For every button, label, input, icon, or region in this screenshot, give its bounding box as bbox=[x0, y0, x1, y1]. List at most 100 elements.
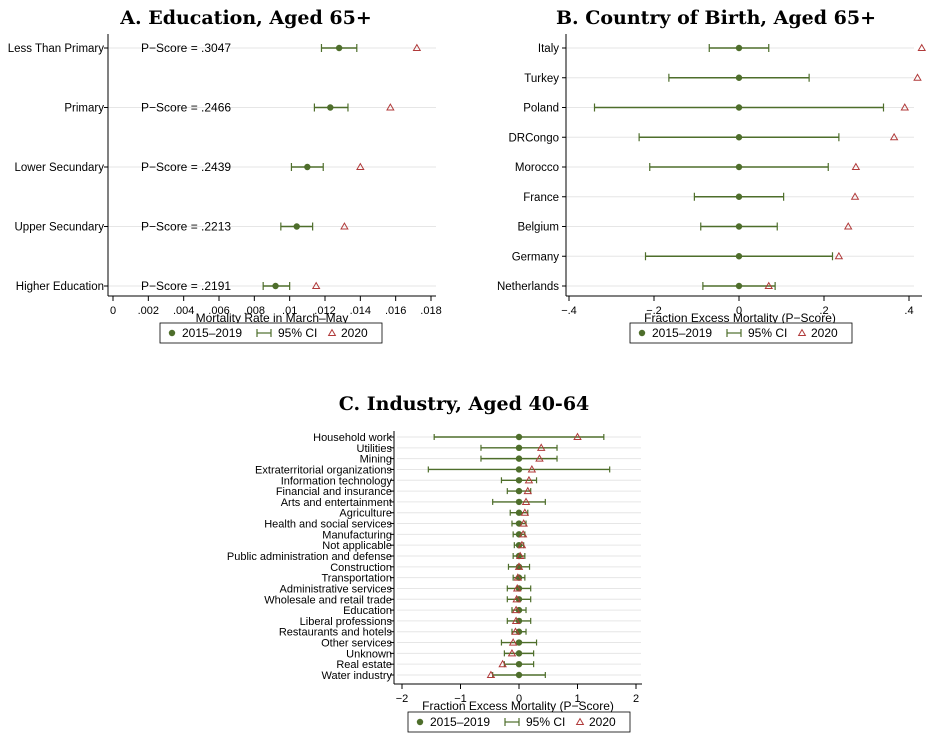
y-tick-label: Other services bbox=[321, 638, 392, 650]
y-tick-label: Lower Secundary bbox=[15, 162, 105, 174]
panel-b-x-label: Fraction Excess Mortality (P−Score) bbox=[644, 311, 836, 325]
y-tick-label: Real estate bbox=[336, 659, 392, 671]
y-tick-label: Construction bbox=[330, 562, 392, 574]
y-tick-label: Primary bbox=[64, 103, 104, 115]
estimate-point bbox=[735, 104, 743, 111]
estimate-point bbox=[515, 455, 523, 462]
year2020-point bbox=[536, 443, 546, 451]
legend-estimate-symbol bbox=[168, 329, 176, 337]
y-tick-label: Italy bbox=[538, 43, 559, 55]
year2020-point bbox=[515, 551, 525, 560]
year2020-point bbox=[764, 281, 774, 290]
estimate-point bbox=[515, 498, 523, 506]
x-tick-label: −.4 bbox=[561, 305, 577, 317]
panel-industry: C. Industry, Aged 40-64 −2 −1 0 1 2 Household… bbox=[227, 393, 642, 733]
estimate-point bbox=[515, 487, 523, 495]
y-tick-label: Public administration and defense bbox=[227, 551, 392, 563]
year2020-point bbox=[511, 616, 521, 624]
estimate-point bbox=[327, 104, 334, 111]
estimate-point bbox=[735, 282, 743, 290]
p-score-annotation: P−Score = .3047 bbox=[141, 41, 231, 55]
legend-2020-label: 2020 bbox=[589, 715, 616, 729]
year2020-point bbox=[889, 132, 899, 141]
x-tick-label: −1 bbox=[454, 693, 467, 705]
estimate-point bbox=[515, 466, 523, 473]
y-tick-label: Less Than Primary bbox=[8, 43, 105, 55]
y-tick-label: Morocco bbox=[515, 162, 559, 174]
estimate-point bbox=[735, 163, 743, 171]
year2020-point bbox=[573, 432, 582, 441]
estimate-point bbox=[515, 639, 523, 646]
y-tick-label: Arts and entertainment bbox=[281, 497, 392, 509]
estimate-point bbox=[515, 628, 523, 635]
estimate-point bbox=[515, 660, 523, 668]
p-score-annotation: P−Score = .2213 bbox=[141, 220, 231, 234]
x-tick-label: 0 bbox=[110, 305, 116, 317]
x-tick-label: 0 bbox=[516, 693, 522, 705]
legend-estimate-label: 2015–2019 bbox=[182, 326, 242, 340]
year2020-point bbox=[386, 103, 395, 111]
panel-c-title: C. Industry, Aged 40-64 bbox=[339, 393, 590, 415]
x-tick-label: .018 bbox=[420, 305, 441, 317]
estimate-point bbox=[735, 134, 743, 141]
year2020-point bbox=[498, 659, 507, 668]
panel-a-legend: 2015–2019 95% CI 2020 bbox=[159, 322, 383, 344]
y-tick-label: Household work bbox=[313, 432, 392, 444]
estimate-point bbox=[515, 509, 523, 516]
panel-c-legend: 2015–2019 95% CI 2020 bbox=[407, 711, 631, 733]
x-tick-label: .014 bbox=[350, 305, 371, 317]
panel-a-title: A. Education, Aged 65+ bbox=[119, 7, 372, 29]
year2020-point bbox=[508, 638, 518, 646]
year2020-point bbox=[311, 281, 321, 290]
x-tick-label: .2 bbox=[819, 305, 828, 317]
x-tick-label: 0 bbox=[736, 305, 742, 317]
year2020-point bbox=[511, 605, 521, 614]
y-tick-label: France bbox=[523, 192, 559, 204]
legend-estimate-symbol bbox=[416, 718, 424, 726]
year2020-point bbox=[514, 562, 524, 570]
y-tick-label: Belgium bbox=[517, 222, 559, 234]
y-tick-label: Wholesale and retail trade bbox=[264, 594, 392, 606]
x-tick-label: .016 bbox=[385, 305, 406, 317]
year2020-point bbox=[340, 222, 349, 230]
y-tick-label: Not applicable bbox=[322, 540, 392, 552]
legend-estimate-symbol bbox=[638, 329, 646, 337]
estimate-point bbox=[515, 477, 523, 484]
legend-2020-label: 2020 bbox=[811, 326, 838, 340]
x-tick-label: .4 bbox=[904, 305, 913, 317]
year2020-point bbox=[523, 486, 533, 495]
year2020-point bbox=[524, 475, 534, 484]
panel-b-title: B. Country of Birth, Aged 65+ bbox=[556, 7, 876, 29]
legend-ci-label: 95% CI bbox=[526, 715, 565, 729]
legend-2020-symbol bbox=[797, 328, 807, 337]
y-tick-label: Administrative services bbox=[280, 583, 393, 595]
year2020-point bbox=[512, 584, 522, 592]
p-score-annotation: P−Score = .2439 bbox=[141, 160, 231, 174]
y-tick-label: Financial and insurance bbox=[276, 486, 392, 498]
estimate-point bbox=[515, 444, 523, 452]
year2020-point bbox=[517, 540, 527, 549]
year2020-point bbox=[850, 192, 860, 200]
year2020-point bbox=[513, 573, 523, 581]
estimate-point bbox=[515, 650, 523, 657]
legend-2020-symbol bbox=[327, 328, 337, 337]
x-tick-label: .002 bbox=[138, 305, 159, 317]
y-tick-label: Utilities bbox=[357, 443, 393, 455]
y-tick-label: Extraterritorial organizations bbox=[255, 464, 392, 476]
x-tick-label: .012 bbox=[314, 305, 335, 317]
x-tick-label: .004 bbox=[173, 305, 194, 317]
estimate-point bbox=[304, 163, 311, 171]
legend-ci-label: 95% CI bbox=[278, 326, 317, 340]
panel-c-x-label: Fraction Excess Mortality (P−Score) bbox=[422, 699, 614, 713]
x-tick-label: 2 bbox=[633, 693, 639, 705]
panel-a-x-label: Mortality Rate in March–May bbox=[196, 311, 349, 325]
legend-estimate-label: 2015–2019 bbox=[430, 715, 490, 729]
x-tick-label: .006 bbox=[208, 305, 229, 317]
estimate-point bbox=[515, 433, 523, 441]
y-tick-label: Water industry bbox=[321, 670, 392, 682]
y-tick-label: Liberal professions bbox=[300, 616, 393, 628]
year2020-point bbox=[519, 519, 528, 527]
panel-country-of-birth: B. Country of Birth, Aged 65+ −.4 −.2 0 .2.… bbox=[497, 7, 927, 344]
estimate-point bbox=[272, 282, 279, 290]
